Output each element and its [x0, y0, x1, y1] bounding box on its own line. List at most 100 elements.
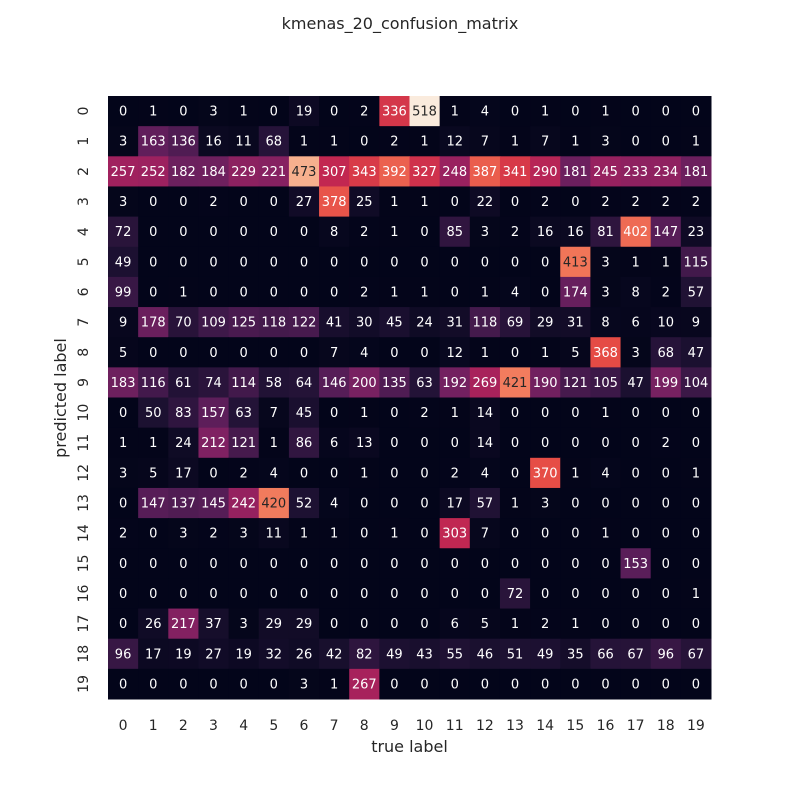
heatmap-cell — [560, 337, 591, 368]
heatmap-cell — [168, 548, 199, 579]
heatmap-cell — [620, 427, 652, 459]
heatmap-cell — [138, 427, 169, 459]
heatmap-cell — [590, 186, 622, 218]
heatmap-cell — [530, 397, 561, 429]
cell-value-label: 343 — [352, 165, 377, 180]
cell-value-label: 233 — [623, 165, 648, 180]
x-tick-label: 14 — [536, 718, 554, 734]
heatmap-cell — [349, 487, 380, 519]
heatmap-cell — [168, 96, 199, 127]
cell-value-label: 200 — [352, 376, 377, 391]
cell-value-label: 1 — [451, 105, 459, 120]
cell-value-label: 0 — [209, 466, 217, 481]
cell-value-label: 86 — [296, 436, 313, 451]
heatmap-cell — [469, 96, 501, 127]
heatmap-cell — [379, 307, 410, 338]
heatmap-cell — [108, 276, 139, 308]
heatmap-cell — [319, 337, 350, 368]
heatmap-cell — [439, 427, 471, 459]
x-tick-label: 4 — [239, 718, 248, 734]
cell-value-label: 2 — [692, 195, 700, 210]
cell-value-label: 121 — [231, 436, 256, 451]
heatmap-cell — [168, 518, 199, 549]
heatmap-cell — [108, 578, 139, 610]
heatmap-cell — [530, 548, 561, 579]
heatmap-cell — [108, 548, 139, 579]
heatmap-cell — [439, 307, 471, 338]
cell-value-label: 0 — [270, 346, 278, 361]
cell-value-label: 2 — [360, 285, 368, 300]
cell-value-label: 0 — [149, 677, 157, 692]
cell-value-label: 3 — [300, 677, 308, 692]
cell-value-label: 341 — [503, 165, 528, 180]
cell-value-label: 13 — [356, 436, 373, 451]
heatmap-cell — [620, 337, 652, 368]
heatmap-cell — [409, 457, 441, 489]
cell-value-label: 290 — [533, 165, 558, 180]
x-tick-labels: 0 1 2 3 4 5 6 7 8 9 10 11 12 13 14 15 16 17 18 19 — [119, 718, 705, 734]
cell-value-label: 217 — [171, 617, 196, 632]
cell-value-label: 0 — [179, 255, 187, 270]
cell-value-label: 14 — [477, 436, 494, 451]
cell-value-label: 72 — [115, 225, 132, 240]
heatmap-cell — [228, 186, 260, 218]
heatmap-cell — [138, 186, 169, 218]
cell-value-label: 5 — [119, 346, 127, 361]
heatmap-cell — [590, 638, 622, 670]
cell-value-label: 378 — [322, 195, 347, 210]
x-tick-label: 6 — [300, 718, 309, 734]
cell-value-label: 0 — [451, 557, 459, 572]
heatmap-cell — [168, 216, 199, 248]
cell-value-label: 0 — [300, 557, 308, 572]
heatmap-cell — [168, 367, 199, 398]
cell-value-label: 0 — [240, 195, 248, 210]
cell-value-label: 30 — [356, 316, 373, 331]
heatmap-cell — [319, 307, 350, 338]
heatmap-cell — [469, 457, 501, 489]
cell-value-label: 35 — [567, 647, 584, 662]
heatmap-cell — [409, 126, 441, 157]
heatmap-cell — [319, 608, 350, 640]
heatmap-cell — [379, 337, 410, 368]
heatmap-cell — [499, 337, 531, 368]
cell-value-label: 473 — [292, 165, 317, 180]
heatmap-cell — [590, 307, 622, 338]
heatmap-cell — [288, 276, 320, 308]
cell-value-label: 0 — [330, 406, 338, 421]
cell-value-label: 327 — [412, 165, 437, 180]
cell-value-label: 157 — [201, 406, 226, 421]
x-axis-label: true label — [371, 737, 448, 756]
heatmap-cell — [108, 518, 139, 549]
y-tick-label: 17 — [76, 615, 92, 633]
heatmap-cell — [108, 246, 139, 278]
heatmap-cell — [560, 186, 591, 218]
heatmap-cell — [469, 578, 501, 610]
heatmap-cell — [650, 126, 682, 157]
heatmap-cell — [108, 96, 139, 127]
cell-value-label: 199 — [653, 376, 678, 391]
cell-value-label: 307 — [322, 165, 347, 180]
cell-value-label: 0 — [390, 466, 398, 481]
heatmap-cell — [258, 578, 290, 610]
cell-value-label: 8 — [631, 285, 639, 300]
cell-value-label: 402 — [623, 225, 648, 240]
heatmap-cell — [168, 307, 199, 338]
cell-value-label: 0 — [300, 255, 308, 270]
heatmap-cell — [108, 126, 139, 157]
cell-value-label: 118 — [472, 316, 497, 331]
cell-value-label: 2 — [511, 225, 519, 240]
cell-value-label: 0 — [692, 406, 700, 421]
cell-value-label: 0 — [179, 105, 187, 120]
heatmap-cell — [560, 457, 591, 489]
heatmap-cell — [439, 548, 471, 579]
heatmap-cell — [288, 518, 320, 549]
cell-value-label: 115 — [684, 255, 709, 270]
y-tick-label: 11 — [76, 434, 92, 452]
cell-value-label: 182 — [171, 165, 196, 180]
heatmap-cell — [198, 186, 230, 218]
heatmap-cell — [258, 337, 290, 368]
heatmap-cell — [560, 548, 591, 579]
cell-value-label: 1 — [571, 466, 579, 481]
heatmap-cell — [469, 608, 501, 640]
heatmap-cell — [379, 457, 410, 489]
